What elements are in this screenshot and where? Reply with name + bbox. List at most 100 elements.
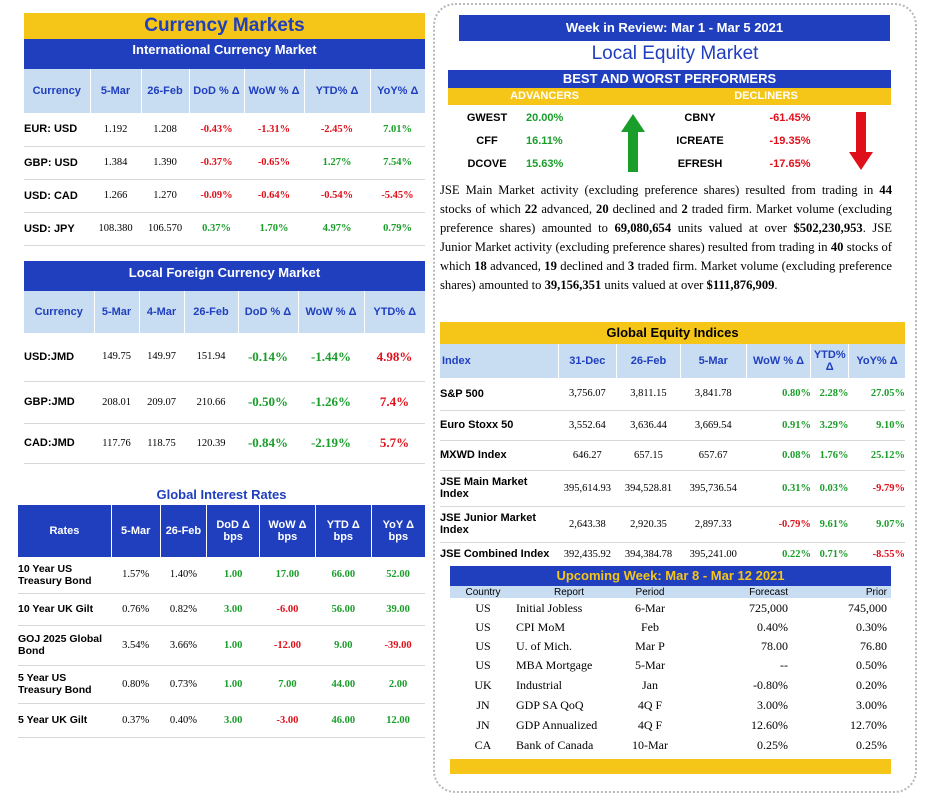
table-row: CA Bank of Canada 10-Mar 0.25% 0.25% [450,735,891,755]
cell: 39.00 [371,593,425,626]
table-row: Euro Stoxx 50 3,552.64 3,636.44 3,669.54… [440,410,905,441]
cell: GDP Annualized [516,717,598,732]
decliner-list: CBNY -61.45% ICREATE -19.35% EFRESH -17.… [660,106,840,175]
cell: 9.00 [315,625,372,666]
col-header: 5-Mar [111,505,161,557]
row-label: S&P 500 [440,378,559,411]
col-header: YoY% Δ [377,85,419,97]
table-row: 5 Year US Treasury Bond 0.80% 0.73% 1.00… [18,665,425,704]
cell: 0.08% [746,440,811,471]
cell: Bank of Canada [516,737,594,752]
row-label: GOJ 2025 Global Bond [18,625,112,666]
cell: 52.00 [371,557,425,594]
decliners-label: DECLINERS [641,88,891,105]
cell: 7.4% [364,381,425,424]
col-header: WoW % Δ [298,291,365,333]
col-header: DoD % Δ [238,291,299,333]
cell: 44.00 [315,665,372,704]
ticker: ICREATE [676,134,724,147]
text: traded firm. Market volume (excluding pr… [440,259,892,292]
best-worst-title: BEST AND WORST PERFORMERS [448,70,891,88]
cell: Jan [642,677,658,692]
cell: JN [476,717,490,732]
change: 16.11% [526,134,563,147]
cell: -1.44% [298,333,364,382]
table-row: UK Industrial Jan -0.80% 0.20% [450,675,891,695]
cell: 394,384.78 [624,548,673,560]
cell: 12.70% [850,717,887,732]
cell: 3,756.07 [558,378,617,411]
col-header: 5-Mar [90,69,142,113]
text: JSE Main Market activity (excluding pref… [440,183,880,197]
col-header: 26-Feb [141,69,190,113]
advancer-list: GWEST 20.00% CFF 16.11% DCOVE 15.63% [448,106,598,175]
row-label: 5 Year UK Gilt [18,703,112,738]
value: 69,080,654 [614,221,672,235]
cell: 3.29% [810,410,849,441]
value: 3 [627,259,635,273]
cell: 9.61% [810,506,849,543]
cell: 1.70% [244,212,304,246]
text: traded firm. Market volume (excluding pr… [440,202,892,235]
cell: 3,636.44 [616,410,681,441]
value: 22 [524,202,538,216]
cell: -1.31% [244,113,304,147]
cell: -0.79% [746,506,811,543]
cell: -0.65% [244,146,304,180]
cell: 1.27% [304,146,370,180]
equity-indices-title: Global Equity Indices [440,322,905,344]
row-label: USD: JPY [24,212,90,246]
ticker: DCOVE [467,157,507,170]
col-header: 26-Feb [160,505,208,557]
value: $502,230,953 [793,221,863,235]
cell: US [475,600,491,615]
cell: 0.20% [856,677,887,692]
cell: 2.28% [810,378,849,411]
cell: 1.390 [141,146,189,180]
cell: 3,811.15 [616,378,681,411]
row-label: EUR: USD [24,113,90,147]
col-header: DoD Δ bps [206,505,261,557]
cell: 3,841.78 [680,378,747,411]
upcoming-footer-bar [450,759,891,774]
cell: -0.54% [304,179,370,213]
change: -61.45% [769,111,811,124]
row-label: MXWD Index [440,440,559,471]
cell: 395,614.93 [558,470,617,507]
cell: 1.208 [141,113,189,147]
cell: 0.80% [746,378,811,411]
col-header: 4-Mar [139,291,185,333]
cell: 394,528.81 [616,470,681,507]
intl-currency-title: International Currency Market [24,39,425,69]
cell: 1.00 [206,557,260,594]
cell: 0.37% [189,212,244,246]
cell: 117.76 [94,423,139,464]
text: . JSE Junior Market activity (excluding … [440,221,893,254]
cell: 1.40% [160,557,207,594]
cell: 3,669.54 [680,410,747,441]
row-label: USD:JMD [24,333,94,382]
cell: -2.45% [304,113,370,147]
list-item: EFRESH -17.65% [660,152,840,175]
cell: Feb [641,620,659,634]
down-arrow-icon [849,112,873,170]
value: 44 [879,183,892,197]
cell: 118.75 [139,423,184,464]
cell: 12.00 [371,703,425,738]
col-header: Country [465,586,501,598]
cell: 208.01 [94,381,139,424]
interest-rates-title: Global Interest Rates [156,487,287,502]
cell: 0.03% [810,470,849,507]
advancers-label: ADVANCERS [448,88,641,105]
table-row: EUR: USD 1.192 1.208 -0.43% -1.31% -2.45… [24,113,425,147]
table-row: US Initial Jobless 6-Mar 725,000 745,000 [450,598,891,618]
row-label: 5 Year US Treasury Bond [18,665,112,704]
table-row: JN GDP SA QoQ 4Q F 3.00% 3.00% [450,695,891,715]
table-row: 5 Year UK Gilt 0.37% 0.40% 3.00 -3.00 46… [18,703,425,738]
row-label: CAD:JMD [24,423,94,464]
cell: 0.91% [746,410,811,441]
table-row: JN GDP Annualized 4Q F 12.60% 12.70% [450,715,891,735]
col-header: WoW Δ bps [259,505,316,557]
intl-currency-table: Currency 5-Mar 26-Feb DoD % Δ WoW % Δ YT… [24,69,425,246]
table-row: MXWD Index 646.27 657.15 657.67 0.08% 1.… [440,440,905,471]
